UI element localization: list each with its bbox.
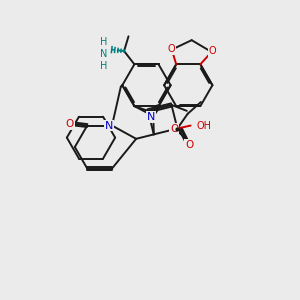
Text: O: O: [167, 44, 175, 54]
Text: O: O: [65, 119, 74, 129]
Text: O: O: [185, 140, 193, 150]
Text: O: O: [208, 46, 216, 56]
Text: O: O: [170, 124, 178, 134]
Text: OH: OH: [196, 121, 211, 130]
Text: N: N: [105, 121, 113, 130]
Text: N: N: [147, 112, 155, 122]
Text: H
N
H: H N H: [100, 38, 107, 70]
